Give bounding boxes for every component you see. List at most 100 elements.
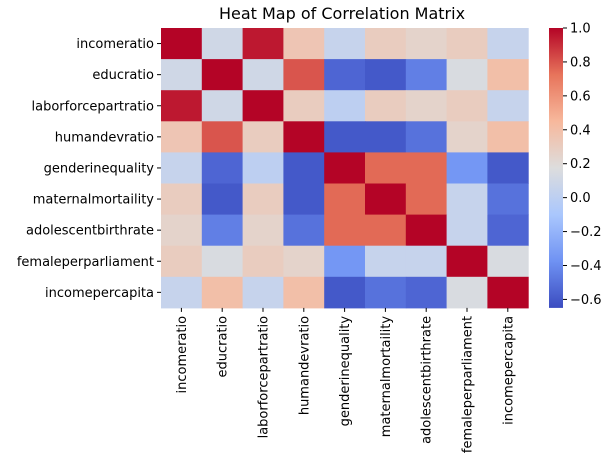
column-labels: incomeratio educratio laborforcepartratio h… xyxy=(175,307,516,453)
heatmap-cell xyxy=(324,245,366,278)
heatmap-cell xyxy=(365,90,407,122)
column-label: incomeratio xyxy=(175,316,190,394)
heatmap-cell xyxy=(161,90,203,122)
heatmap-cell xyxy=(365,245,407,278)
heatmap-cell xyxy=(446,90,488,122)
heatmap-cell xyxy=(242,59,284,91)
heatmap-cell xyxy=(365,214,407,247)
column-label: maternalmortaility xyxy=(379,316,394,438)
heatmap-cell xyxy=(405,121,448,153)
heatmap-cell xyxy=(365,59,407,91)
heatmap-cell xyxy=(324,121,366,153)
heatmap-cell xyxy=(405,152,448,184)
heatmap-cell xyxy=(324,183,366,216)
heatmap-cell xyxy=(242,245,284,278)
heatmap-cell xyxy=(487,152,529,184)
row-label: maternalmortaility xyxy=(33,193,155,208)
row-label: adolescentbirthrate xyxy=(26,224,154,239)
column-label: genderinequality xyxy=(338,316,353,427)
heatmap-cell xyxy=(201,28,244,60)
heatmap-cell xyxy=(446,59,488,91)
column-label: humandevratio xyxy=(297,316,312,415)
row-label: humandevratio xyxy=(55,130,154,145)
row-label: genderinequality xyxy=(44,161,155,176)
heatmap-cell xyxy=(242,183,284,216)
heatmap-cell xyxy=(324,152,366,184)
heatmap-cell xyxy=(446,276,488,309)
heatmap-cell xyxy=(201,276,244,309)
heatmap-cell xyxy=(324,214,366,247)
heatmap-cell xyxy=(324,59,366,91)
heatmap-cell xyxy=(283,276,325,309)
column-label: adolescentbirthrate xyxy=(420,316,435,444)
colorbar-tick-label: 1.0 xyxy=(570,22,591,37)
heatmap-cell xyxy=(405,28,448,60)
heatmap-cell xyxy=(201,152,244,184)
heatmap-cell xyxy=(242,90,284,122)
heatmap-cell xyxy=(405,90,448,122)
row-label: incomeratio xyxy=(76,37,154,52)
row-label: femaleperparliament xyxy=(17,255,154,270)
heatmap-cell xyxy=(283,245,325,278)
heatmap-cell xyxy=(201,245,244,278)
heatmap-cell xyxy=(365,121,407,153)
heatmap-cell xyxy=(283,152,325,184)
heatmap-cell xyxy=(446,183,488,216)
heatmap-cell xyxy=(487,28,529,60)
heatmap-cell xyxy=(201,214,244,247)
column-label: laborforcepartratio xyxy=(257,316,272,439)
heatmap-cell xyxy=(161,28,203,60)
heatmap-cell xyxy=(487,90,529,122)
heatmap-cell xyxy=(242,28,284,60)
heatmap-cell xyxy=(283,121,325,153)
heatmap-cell xyxy=(201,59,244,91)
heatmap-cell xyxy=(446,245,488,278)
colorbar-tick-label: 0.8 xyxy=(570,55,591,70)
heatmap-cell xyxy=(324,276,366,309)
heatmap-cell xyxy=(405,245,448,278)
heatmap-cell xyxy=(242,214,284,247)
colorbar-tick-label: 0.0 xyxy=(570,191,591,206)
heatmap-cell xyxy=(487,214,529,247)
heatmap-cell xyxy=(161,214,203,247)
heatmap-cell xyxy=(161,152,203,184)
column-label: femaleperparliament xyxy=(461,316,476,453)
row-labels: incomeratio educratio laborforcepartratio h… xyxy=(17,37,161,301)
heatmap-cell xyxy=(242,121,284,153)
colorbar-tick-label: −0.2 xyxy=(570,225,602,240)
heatmap-cell xyxy=(446,28,488,60)
heatmap-cell xyxy=(365,183,407,216)
colorbar-tick-label: 0.4 xyxy=(570,123,591,138)
colorbar-tick-label: −0.6 xyxy=(570,293,602,308)
heatmap-cell xyxy=(201,90,244,122)
row-label: incomepercapita xyxy=(45,286,154,301)
heatmap-cell xyxy=(242,276,284,309)
heatmap-cell xyxy=(161,245,203,278)
heatmap-cell xyxy=(201,183,244,216)
heatmap-cell xyxy=(446,121,488,153)
heatmap-cell xyxy=(365,276,407,309)
heatmap-cell xyxy=(242,152,284,184)
heatmap-cell xyxy=(283,28,325,60)
heatmap-cell xyxy=(365,152,407,184)
heatmap-cell xyxy=(487,121,529,153)
heatmap-cell xyxy=(283,90,325,122)
heatmap-cell xyxy=(405,59,448,91)
heatmap-cell xyxy=(324,28,366,60)
heatmap-cell xyxy=(161,121,203,153)
heatmap-cells xyxy=(161,28,529,309)
heatmap-cell xyxy=(487,59,529,91)
heatmap-cell xyxy=(405,214,448,247)
heatmap-cell xyxy=(283,183,325,216)
colorbar-gradient xyxy=(549,28,563,308)
heatmap-cell xyxy=(405,183,448,216)
heatmap-cell xyxy=(365,28,407,60)
heatmap-cell xyxy=(161,59,203,91)
colorbar: 1.0 0.8 0.6 0.4 0.2 0.0 −0.2 −0.4 −0.6 xyxy=(549,22,602,308)
heatmap-cell xyxy=(487,276,529,309)
heatmap-cell xyxy=(324,90,366,122)
heatmap-cell xyxy=(161,183,203,216)
heatmap-cell xyxy=(283,59,325,91)
colorbar-tick-label: 0.6 xyxy=(570,89,591,104)
